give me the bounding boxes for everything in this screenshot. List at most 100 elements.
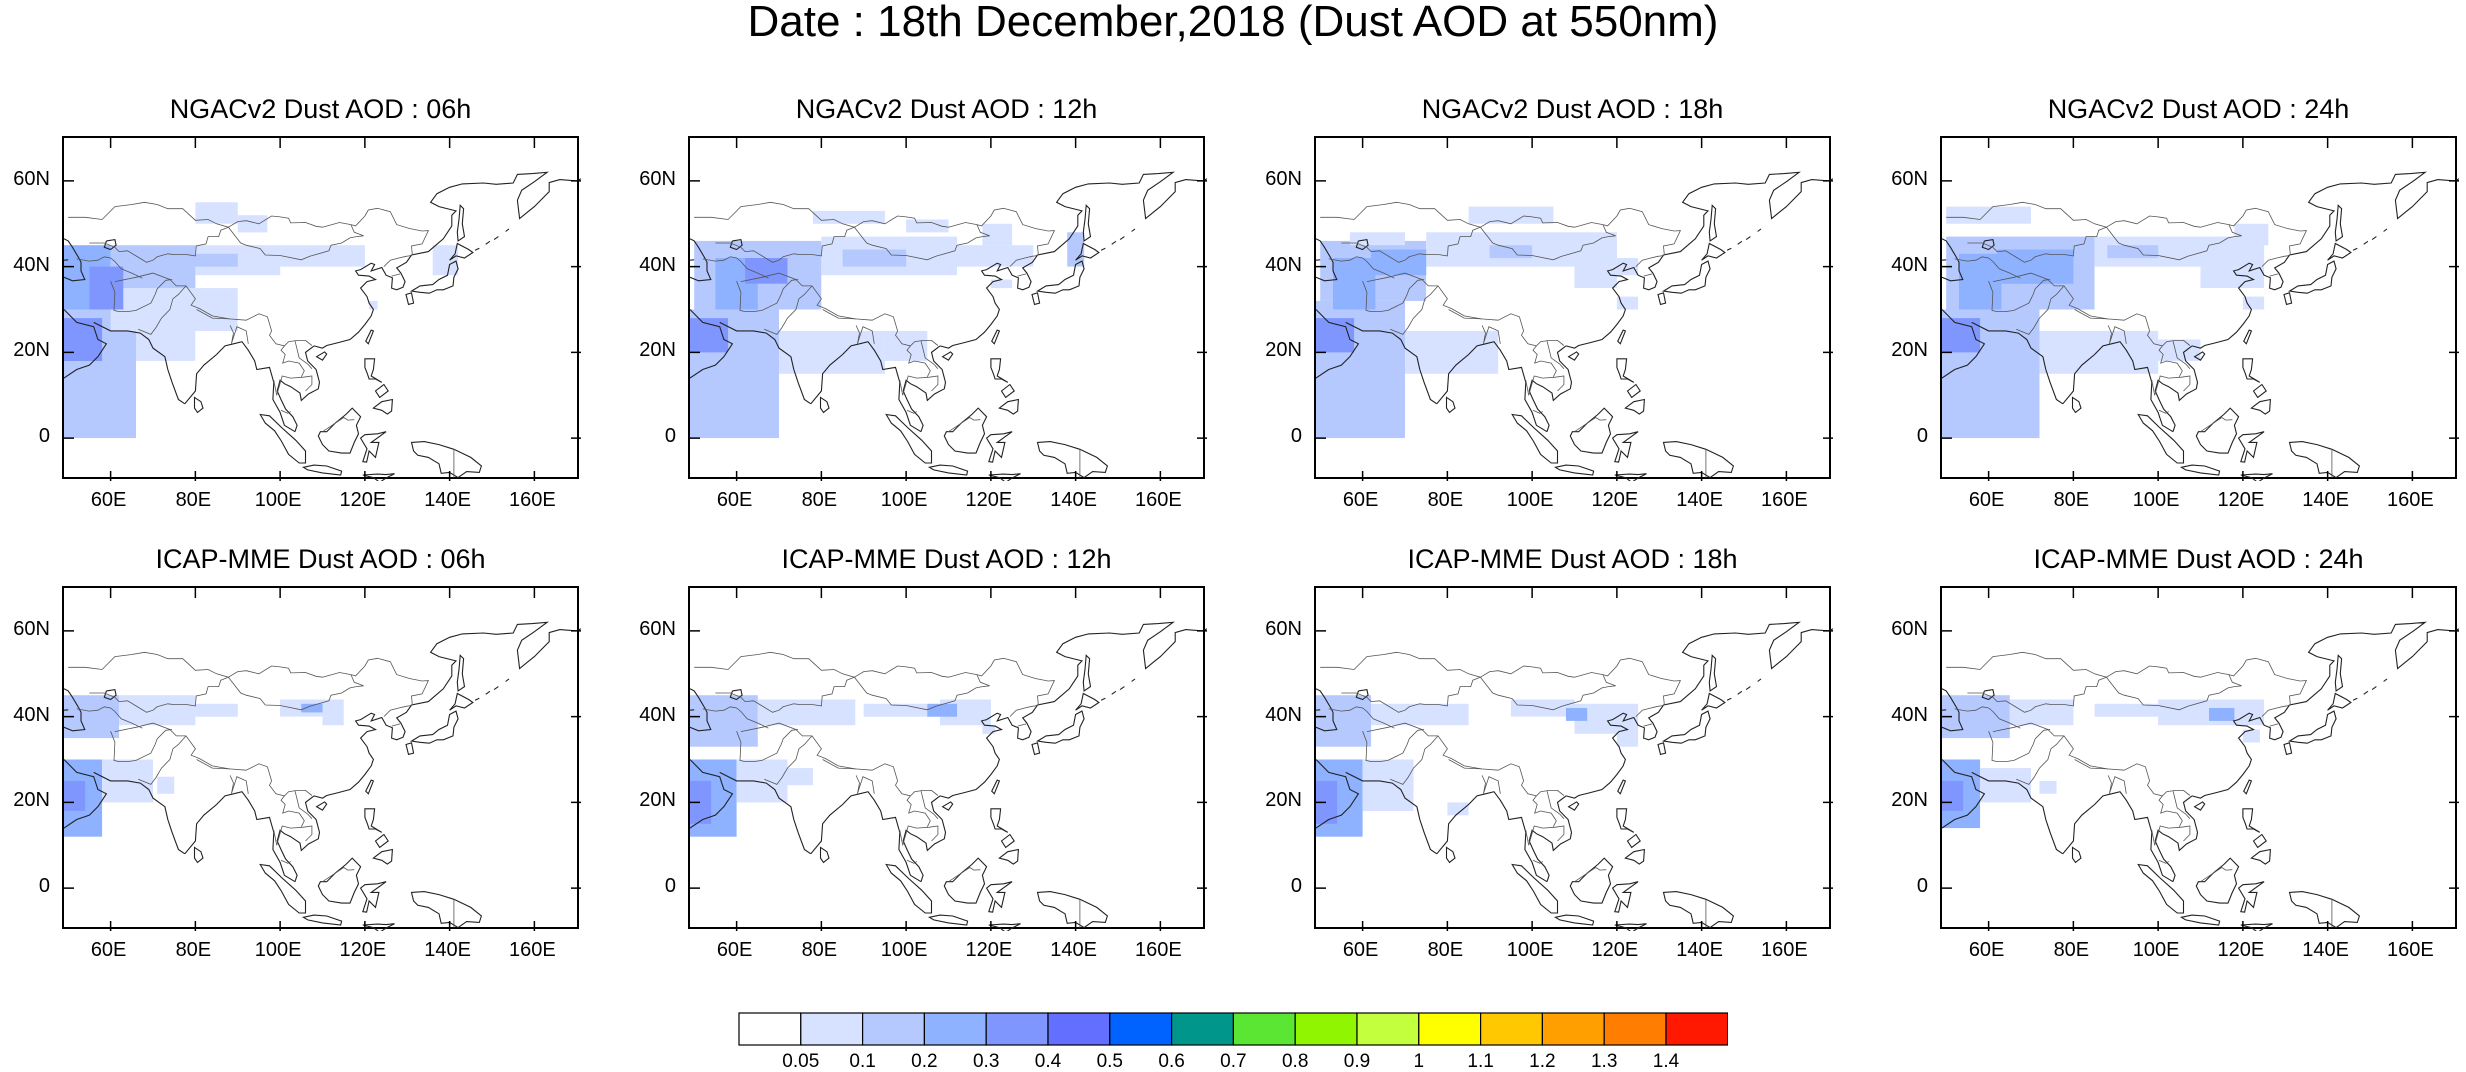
country-border — [2159, 796, 2182, 827]
colorbar-swatch — [1172, 1013, 1234, 1045]
lon-tick-label: 120E — [2206, 489, 2276, 511]
panel-title: ICAP-MME Dust AOD : 12h — [687, 544, 1207, 574]
dust-aod-cell — [2040, 331, 2159, 374]
lon-tick-label: 100E — [1495, 489, 1565, 511]
colorbar-label: 0.8 — [1270, 1052, 1320, 1072]
country-border — [2262, 706, 2288, 717]
island-outline — [2239, 432, 2265, 462]
lon-tick-label: 100E — [1495, 939, 1565, 961]
island-outline — [1658, 293, 1666, 305]
island-outline — [2243, 359, 2260, 383]
country-border — [2106, 658, 2306, 706]
island-outline — [486, 691, 490, 694]
lon-tick-label: 80E — [784, 939, 854, 961]
island-outline — [1617, 809, 1634, 833]
panel-title: NGACv2 Dust AOD : 06h — [61, 94, 581, 124]
island-outline — [1112, 691, 1116, 694]
lon-tick-label: 160E — [1749, 489, 1819, 511]
island-outline — [1555, 915, 1593, 925]
island-outline — [2241, 924, 2273, 931]
country-border — [921, 791, 938, 819]
island-outline — [303, 465, 341, 475]
country-border — [823, 760, 857, 769]
map-canvas — [64, 138, 581, 481]
dust-aod-cell — [2201, 267, 2265, 288]
island-outline — [475, 248, 479, 250]
island-outline — [1569, 802, 1579, 810]
country-border — [2159, 860, 2169, 863]
lon-tick-label: 140E — [1665, 489, 1735, 511]
island-outline — [366, 330, 374, 344]
country-border — [1480, 658, 1680, 706]
dust-aod-cell — [2040, 781, 2057, 794]
panel-title: ICAP-MME Dust AOD : 06h — [61, 544, 581, 574]
dust-aod-cell — [1363, 760, 1414, 812]
lat-tick-label: 40N — [0, 704, 50, 726]
dust-aod-cell — [64, 781, 85, 811]
figure-title: Date : 18th December,2018 (Dust AOD at 5… — [0, 0, 2466, 44]
colorbar-label: 1.2 — [1517, 1052, 1567, 1072]
country-border — [2152, 376, 2190, 395]
island-outline — [1727, 698, 1731, 700]
island-outline — [2384, 679, 2387, 682]
island-outline — [1664, 711, 1711, 743]
dust-aod-cell — [788, 768, 813, 785]
lat-tick-label: 20N — [626, 789, 676, 811]
lon-tick-label: 120E — [2206, 939, 2276, 961]
lat-tick-label: 40N — [626, 254, 676, 276]
country-border — [1547, 341, 1564, 369]
country-border — [197, 760, 231, 769]
island-outline — [2364, 691, 2368, 694]
coastline — [314, 622, 581, 798]
island-outline — [457, 205, 464, 241]
lat-tick-label: 40N — [1878, 704, 1928, 726]
island-outline — [987, 432, 1013, 462]
country-border — [1018, 724, 1027, 726]
lon-tick-label: 60E — [700, 489, 770, 511]
lon-tick-label: 160E — [1123, 489, 1193, 511]
island-outline — [303, 915, 341, 925]
island-outline — [929, 915, 967, 925]
island-outline — [992, 780, 1000, 794]
dust-aod-cell — [157, 777, 174, 794]
island-outline — [991, 359, 1008, 383]
island-outline — [2243, 809, 2260, 833]
island-outline — [991, 809, 1008, 833]
country-border — [1449, 760, 1483, 769]
country-border — [274, 376, 312, 395]
colorbar-label: 1.3 — [1579, 1052, 1629, 1072]
lon-tick-label: 120E — [954, 939, 1024, 961]
lat-tick-label: 60N — [1878, 168, 1928, 190]
island-outline — [406, 293, 414, 305]
lon-tick-label: 80E — [1410, 939, 1480, 961]
dust-aod-cell — [1617, 730, 1638, 747]
island-outline — [2244, 330, 2252, 344]
country-border — [907, 410, 917, 413]
colorbar-swatch — [1048, 1013, 1110, 1045]
country-border — [295, 341, 312, 369]
country-border — [1526, 826, 1564, 845]
lat-tick-label: 20N — [1878, 789, 1928, 811]
colorbar-label: 0.3 — [961, 1052, 1011, 1072]
dust-aod-cell — [927, 704, 957, 717]
island-outline — [2372, 237, 2376, 240]
colorbar-swatch — [863, 1013, 925, 1045]
country-border — [392, 724, 401, 726]
country-border — [1010, 706, 1036, 717]
island-outline — [2384, 229, 2387, 232]
island-outline — [412, 892, 482, 928]
map-canvas — [64, 588, 581, 931]
island-outline — [2251, 400, 2270, 415]
island-outline — [1101, 248, 1105, 250]
island-outline — [412, 711, 459, 743]
island-outline — [1738, 691, 1742, 694]
dust-aod-cell — [2209, 708, 2234, 721]
lat-tick-label: 60N — [1252, 618, 1302, 640]
island-outline — [363, 924, 395, 931]
island-outline — [506, 229, 509, 232]
lat-tick-label: 20N — [1252, 789, 1302, 811]
lon-tick-label: 100E — [869, 939, 939, 961]
country-border — [1533, 346, 1556, 377]
lon-tick-label: 100E — [243, 939, 313, 961]
island-outline — [1038, 442, 1108, 478]
